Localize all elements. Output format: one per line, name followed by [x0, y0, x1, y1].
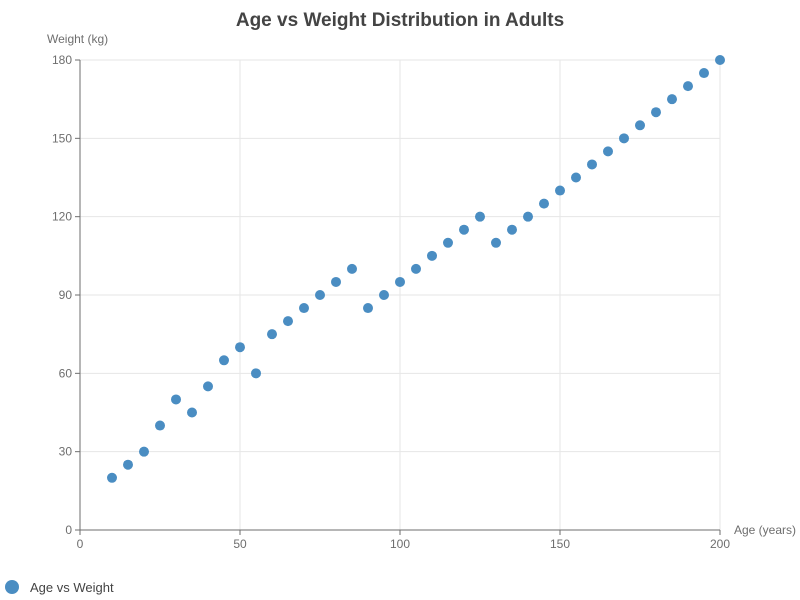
- data-point: [715, 55, 725, 65]
- data-point: [235, 342, 245, 353]
- data-point: [379, 290, 389, 300]
- data-point: [139, 446, 149, 457]
- chart-title: Age vs Weight Distribution in Adults: [235, 10, 565, 31]
- y-axis-label: Weight (kg): [47, 32, 108, 46]
- data-point: [251, 368, 261, 379]
- data-point: [555, 185, 565, 196]
- x-tick-label: 200: [710, 537, 730, 551]
- data-point: [187, 407, 197, 418]
- point-layer: [107, 55, 725, 483]
- data-point: [619, 133, 629, 144]
- data-point: [299, 303, 309, 314]
- data-point: [459, 224, 469, 235]
- y-tick-label: 30: [59, 445, 73, 459]
- y-tick-label: 120: [52, 210, 72, 224]
- data-point: [651, 107, 661, 118]
- legend[interactable]: Age vs Weight: [5, 578, 114, 596]
- data-point: [539, 198, 549, 209]
- data-point: [523, 211, 533, 222]
- data-point: [443, 237, 453, 248]
- data-point: [603, 146, 613, 157]
- data-point: [347, 263, 357, 274]
- data-point: [123, 459, 133, 470]
- data-point: [683, 81, 693, 92]
- data-point: [587, 159, 597, 170]
- data-point: [203, 381, 213, 392]
- data-point: [219, 355, 229, 366]
- axis-layer: 0 50 100 150 200 0 30 60 90 120 150 180: [52, 53, 730, 551]
- data-point: [411, 263, 421, 274]
- y-tick-label: 180: [52, 53, 72, 67]
- x-tick-label: 50: [233, 537, 247, 551]
- data-point: [571, 172, 581, 183]
- y-tick-label: 150: [52, 131, 72, 145]
- y-tick-label: 90: [59, 288, 73, 302]
- x-axis-label: Age (years): [734, 523, 796, 537]
- data-point: [107, 472, 117, 483]
- data-point: [699, 68, 709, 79]
- data-point: [363, 303, 373, 314]
- data-point: [315, 290, 325, 300]
- x-tick-label: 100: [390, 537, 410, 551]
- data-point: [427, 250, 437, 261]
- data-point: [331, 276, 341, 287]
- data-point: [155, 420, 165, 431]
- data-point: [667, 94, 677, 105]
- legend-marker: [5, 580, 19, 594]
- data-point: [635, 120, 645, 131]
- y-tick-label: 0: [65, 523, 72, 537]
- grid-layer: [80, 59, 721, 530]
- data-point: [283, 316, 293, 327]
- data-point: [171, 394, 181, 405]
- data-point: [267, 329, 277, 340]
- data-point: [475, 211, 485, 222]
- data-point: [491, 237, 501, 248]
- legend-label: Age vs Weight: [30, 579, 114, 595]
- data-point: [395, 276, 405, 287]
- y-tick-label: 60: [59, 366, 73, 380]
- data-point: [507, 224, 517, 235]
- x-tick-label: 0: [77, 537, 84, 551]
- x-tick-label: 150: [550, 537, 570, 551]
